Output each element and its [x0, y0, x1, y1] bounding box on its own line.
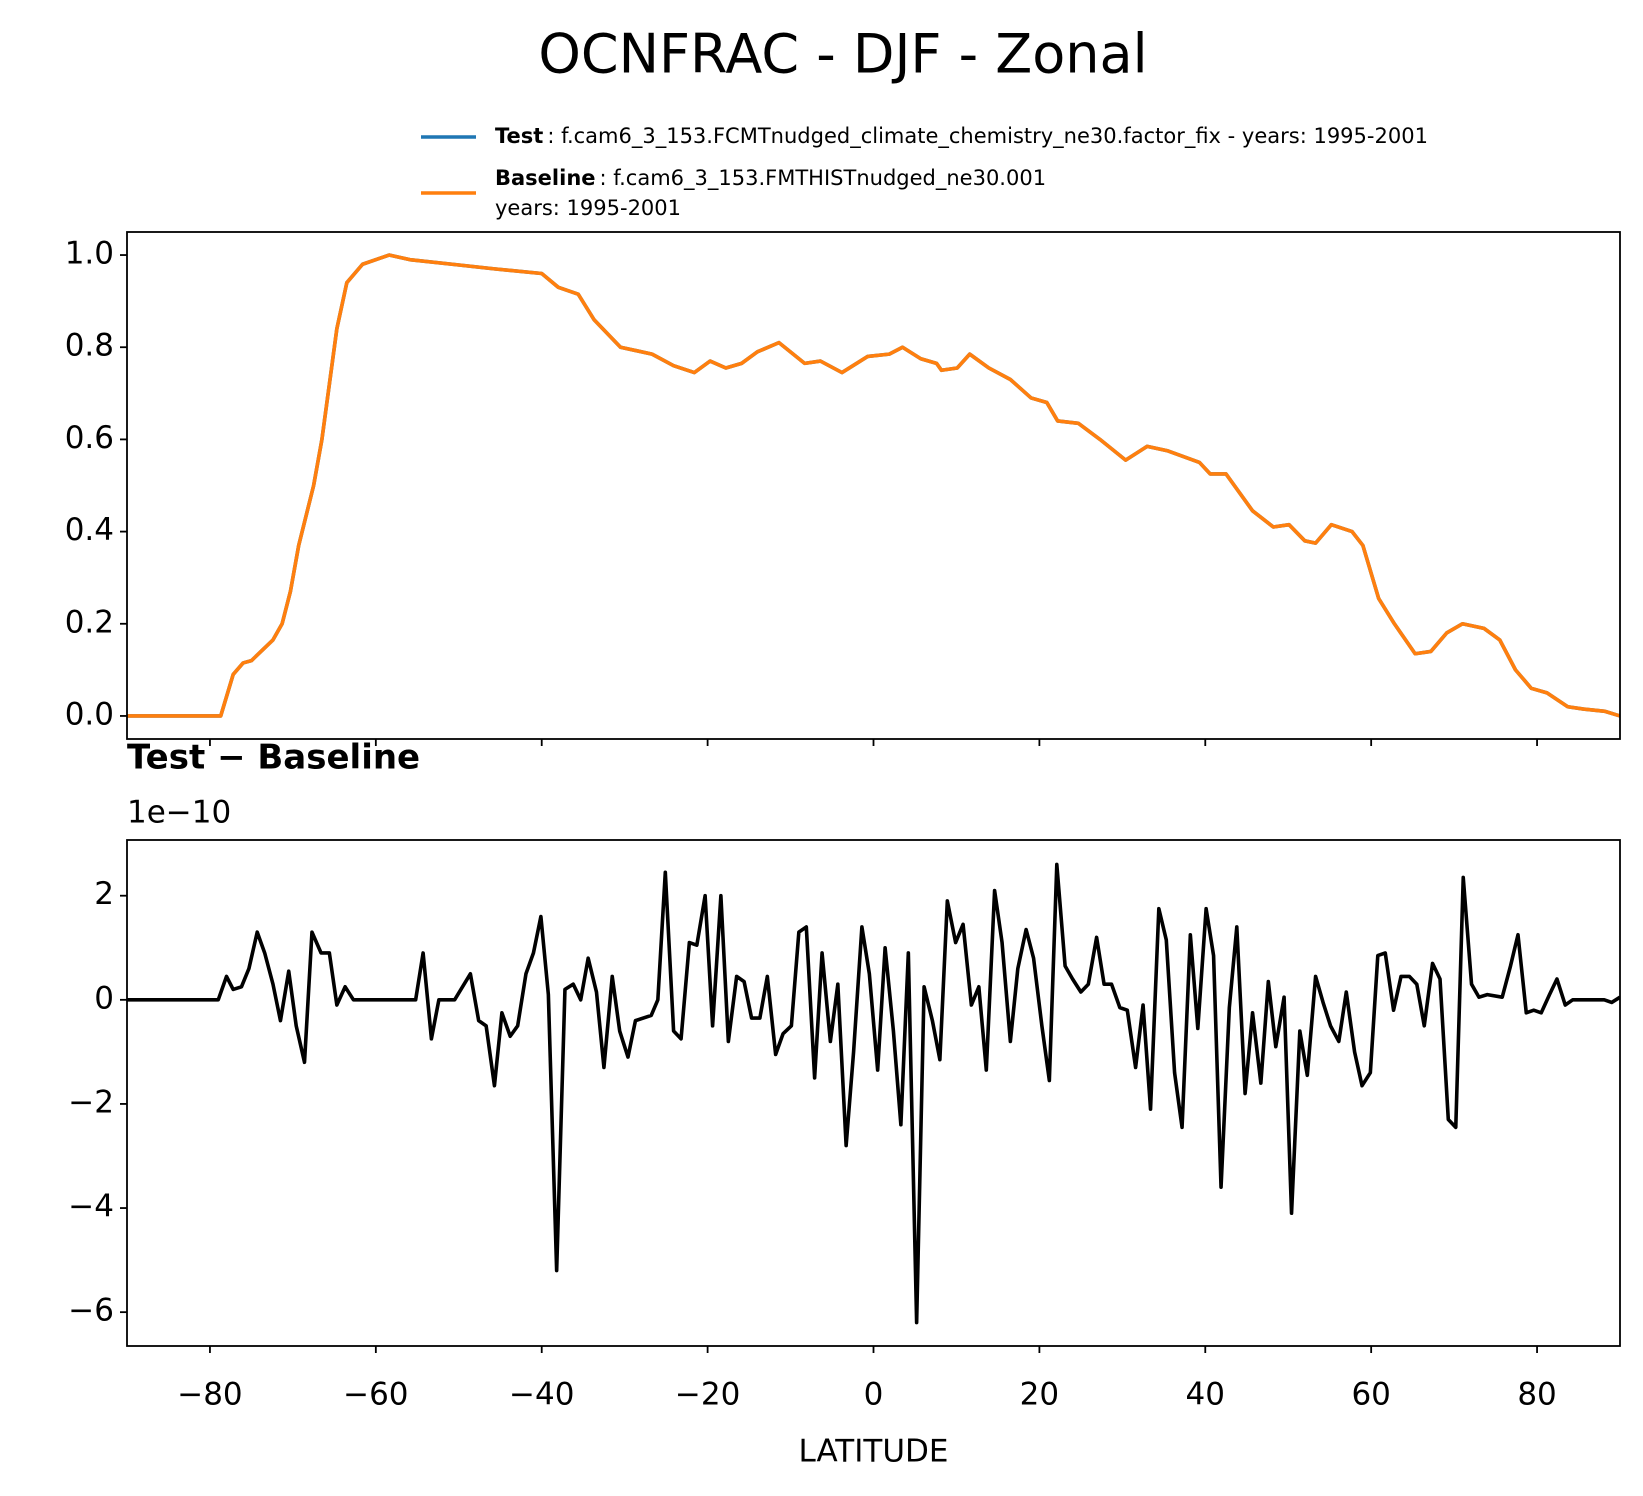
- x-tick-label: 20: [1020, 1377, 1059, 1413]
- y-tick-label: 0.2: [65, 604, 114, 640]
- subplot-title: Test − Baseline: [127, 738, 420, 778]
- legend-name: Test: [495, 124, 543, 148]
- x-tick-label: −60: [343, 1377, 408, 1413]
- x-tick-label: −20: [675, 1377, 740, 1413]
- y-tick-label: −4: [68, 1189, 114, 1225]
- data-line: [127, 253, 1620, 718]
- legend-label: Test: f.cam6_3_153.FCMTnudged_climate_ch…: [495, 124, 1428, 149]
- x-tick-label: −80: [177, 1377, 242, 1413]
- y-tick-label: 1.0: [65, 236, 114, 272]
- legend-desc: years: 1995-2001: [495, 196, 681, 220]
- x-axis-label: LATITUDE: [799, 1434, 949, 1470]
- x-tick-label: 0: [864, 1377, 884, 1413]
- y-tick-label: 0.0: [65, 696, 114, 732]
- legend-desc: : f.cam6_3_153.FCMTnudged_climate_chemis…: [547, 124, 1428, 149]
- offset-label: 1e−10: [127, 795, 231, 831]
- data-line: [127, 862, 1620, 1325]
- figure-title: OCNFRAC - DJF - Zonal: [538, 23, 1147, 86]
- y-tick-label: 0.4: [65, 512, 114, 548]
- x-tick-label: 80: [1517, 1377, 1556, 1413]
- legend-desc: : f.cam6_3_153.FMTHISTnudged_ne30.001: [600, 166, 1047, 191]
- x-tick-label: 40: [1186, 1377, 1225, 1413]
- y-tick-label: −2: [68, 1084, 114, 1120]
- y-tick-label: 0.6: [65, 420, 114, 456]
- y-tick-label: 0: [94, 980, 114, 1016]
- legend-label: Baseline: f.cam6_3_153.FMTHISTnudged_ne3…: [495, 166, 1046, 191]
- x-tick-label: −40: [509, 1377, 574, 1413]
- x-tick-label: 60: [1351, 1377, 1390, 1413]
- legend-name: Baseline: [495, 166, 596, 190]
- y-tick-label: −6: [68, 1293, 114, 1329]
- y-tick-label: 0.8: [65, 328, 114, 364]
- y-tick-label: 2: [94, 876, 114, 912]
